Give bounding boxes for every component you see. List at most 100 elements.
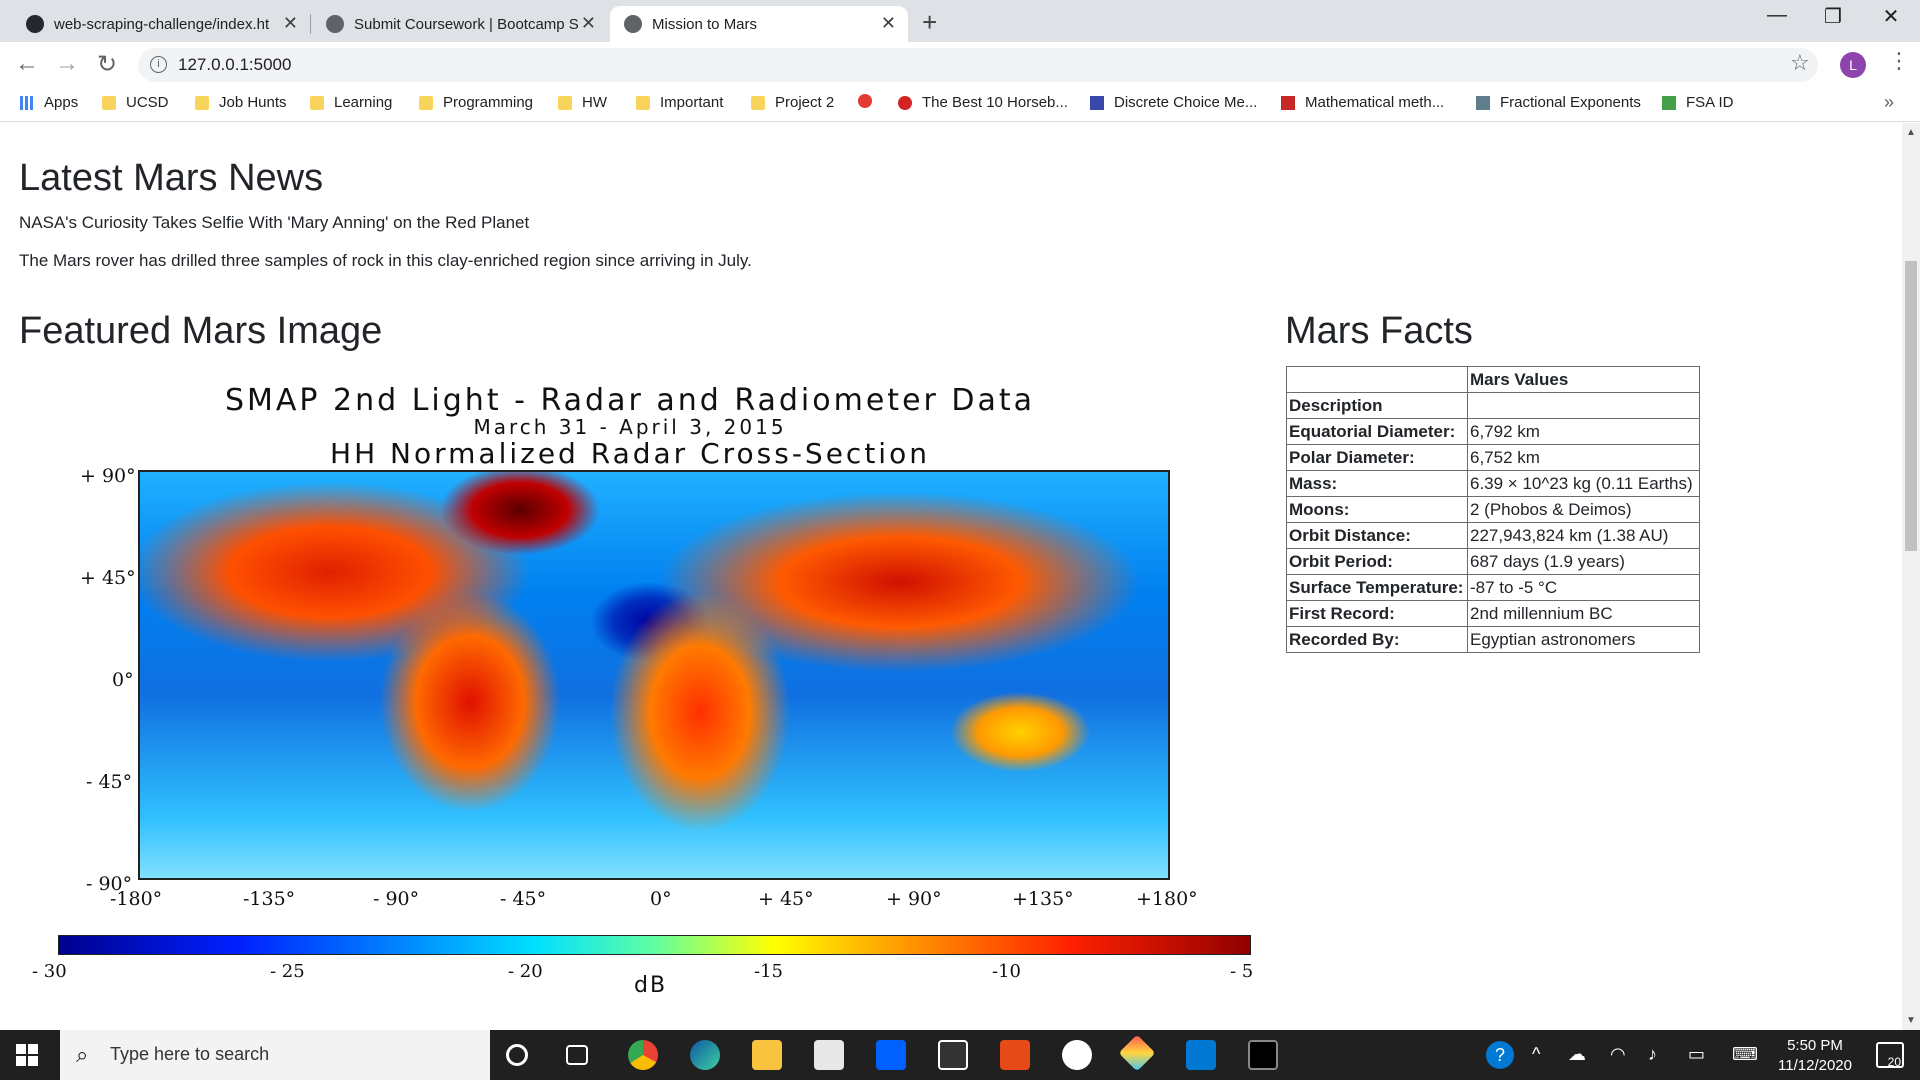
colorbar-tick-label: -10 [992,961,1021,982]
bookmark-discrete-choice[interactable]: Discrete Choice Me... [1090,94,1257,111]
folder-icon [636,95,650,110]
taskbar-search[interactable]: ⌕ Type here to search [60,1030,490,1080]
dropbox-icon[interactable] [876,1040,906,1070]
restore-button[interactable]: ❐ [1824,6,1842,28]
bookmark-label: Fractional Exponents [1500,94,1641,111]
tab-mission-to-mars[interactable]: Mission to Mars ✕ [610,6,908,42]
terminal-icon[interactable] [1248,1040,1278,1070]
table-row: Orbit Period: 687 days (1.9 years) [1286,548,1700,575]
notification-center-icon[interactable]: 20 [1876,1042,1904,1069]
tab-bootcamp[interactable]: Submit Coursework | Bootcamp S ✕ [312,6,608,42]
profile-avatar[interactable]: L [1840,52,1866,78]
url-text[interactable]: 127.0.0.1:5000 [178,55,292,74]
close-tab-icon[interactable]: ✕ [880,13,896,33]
folder-icon [310,95,324,110]
table-cell-value: 6,752 km [1467,444,1700,471]
bookmark-fractional-exponents[interactable]: Fractional Exponents [1476,94,1641,111]
office-icon[interactable] [1000,1040,1030,1070]
news-heading: Latest Mars News [19,157,324,199]
bookmarks-overflow-icon[interactable]: » [1884,92,1895,112]
address-bar[interactable]: i 127.0.0.1:5000 [138,48,1818,82]
app-icon[interactable] [938,1040,968,1070]
gitkraken-icon[interactable] [1118,1034,1156,1072]
folder-icon [102,95,116,110]
bookmark-apps[interactable]: Apps [20,94,78,111]
scroll-up-icon[interactable]: ▲ [1906,127,1916,138]
task-view-icon[interactable] [566,1045,588,1065]
back-button[interactable]: ← [15,50,39,77]
chrome-icon[interactable] [628,1040,658,1070]
apps-grid-icon [20,95,34,110]
x-tick-label: + 45° [758,888,814,910]
cortana-icon[interactable] [506,1044,528,1066]
bookmark-important[interactable]: Important [636,94,723,111]
table-header: Mars Values [1467,366,1700,393]
tomato-icon [858,94,872,108]
bookmark-label: Job Hunts [219,94,287,111]
table-cell-value: 2nd millennium BC [1467,600,1700,627]
table-cell-value: -87 to -5 °C [1467,574,1700,601]
image-dates: March 31 - April 3, 2015 [473,415,787,439]
reload-button[interactable]: ↻ [96,51,118,78]
bookmark-star-icon[interactable]: ☆ [1790,50,1810,75]
wifi-icon[interactable]: ◠ [1610,1044,1626,1064]
windows-start-icon[interactable] [16,1044,38,1066]
bookmark-job-hunts[interactable]: Job Hunts [195,94,287,111]
bookmark-hw[interactable]: HW [558,94,607,111]
table-row: Recorded By: Egyptian astronomers [1286,626,1700,653]
bookmark-label: UCSD [126,94,169,111]
system-clock[interactable]: 5:50 PM 11/12/2020 [1770,1036,1860,1076]
tab-github[interactable]: web-scraping-challenge/index.ht ✕ [12,6,310,42]
browser-menu-icon[interactable]: ⋮ [1888,48,1910,73]
scrollbar-thumb[interactable] [1905,261,1917,551]
window-close-button[interactable]: ✕ [1882,6,1900,28]
site-icon [1662,95,1676,110]
table-cell-key: Orbit Period: [1286,548,1468,575]
bookmark-tomato[interactable] [858,94,882,108]
x-tick-label: +180° [1136,888,1198,910]
minimize-button[interactable]: — [1767,4,1787,26]
table-cell-value: Egyptian astronomers [1467,626,1700,653]
bookmark-fsa-id[interactable]: FSA ID [1662,94,1734,111]
slack-icon[interactable] [1062,1040,1092,1070]
page-scrollbar[interactable]: ▲ ▼ [1902,123,1920,1030]
table-cell-key: Recorded By: [1286,626,1468,653]
colorbar-unit: dB [634,973,668,998]
x-tick-label: + 90° [886,888,942,910]
close-tab-icon[interactable]: ✕ [282,13,298,33]
bookmark-label: Project 2 [775,94,835,111]
help-icon[interactable]: ? [1486,1041,1514,1069]
bookmark-learning[interactable]: Learning [310,94,392,111]
bookmark-ucsd[interactable]: UCSD [102,94,169,111]
new-tab-button[interactable]: + [922,7,938,37]
close-tab-icon[interactable]: ✕ [580,13,596,33]
bookmark-programming[interactable]: Programming [419,94,533,111]
vscode-icon[interactable] [1186,1040,1216,1070]
tab-label: web-scraping-challenge/index.ht [54,15,270,33]
chevron-up-icon[interactable]: ^ [1532,1044,1541,1064]
x-tick-label: 0° [650,888,672,910]
store-icon[interactable] [814,1040,844,1070]
clock-date: 11/12/2020 [1778,1057,1852,1074]
table-row: Surface Temperature: -87 to -5 °C [1286,574,1700,601]
edge-icon[interactable] [690,1040,720,1070]
file-explorer-icon[interactable] [752,1040,782,1070]
bookmark-project-2[interactable]: Project 2 [751,94,834,111]
bookmark-mathematical[interactable]: Mathematical meth... [1281,94,1444,111]
featured-image[interactable]: SMAP 2nd Light - Radar and Radiometer Da… [30,375,1260,1025]
x-tick-label: - 90° [373,888,420,910]
table-row: Equatorial Diameter: 6,792 km [1286,418,1700,445]
battery-icon[interactable]: ▭ [1688,1044,1706,1064]
bookmark-horseback[interactable]: The Best 10 Horseb... [898,94,1068,111]
volume-icon[interactable]: ♪ [1648,1044,1657,1064]
scroll-down-icon[interactable]: ▼ [1906,1015,1916,1026]
table-cell-value: 687 days (1.9 years) [1467,548,1700,575]
browser-toolbar: ← → ↻ i 127.0.0.1:5000 ☆ L ⋮ [0,42,1920,88]
colorbar-tick-label: -15 [754,961,783,982]
onedrive-icon[interactable]: ☁ [1568,1044,1586,1064]
y-tick-label: + 90° [80,465,136,487]
forward-button[interactable]: → [55,50,79,77]
info-icon[interactable]: i [150,56,167,73]
keyboard-icon[interactable]: ⌨ [1732,1044,1758,1064]
y-tick-label: 0° [112,669,134,691]
